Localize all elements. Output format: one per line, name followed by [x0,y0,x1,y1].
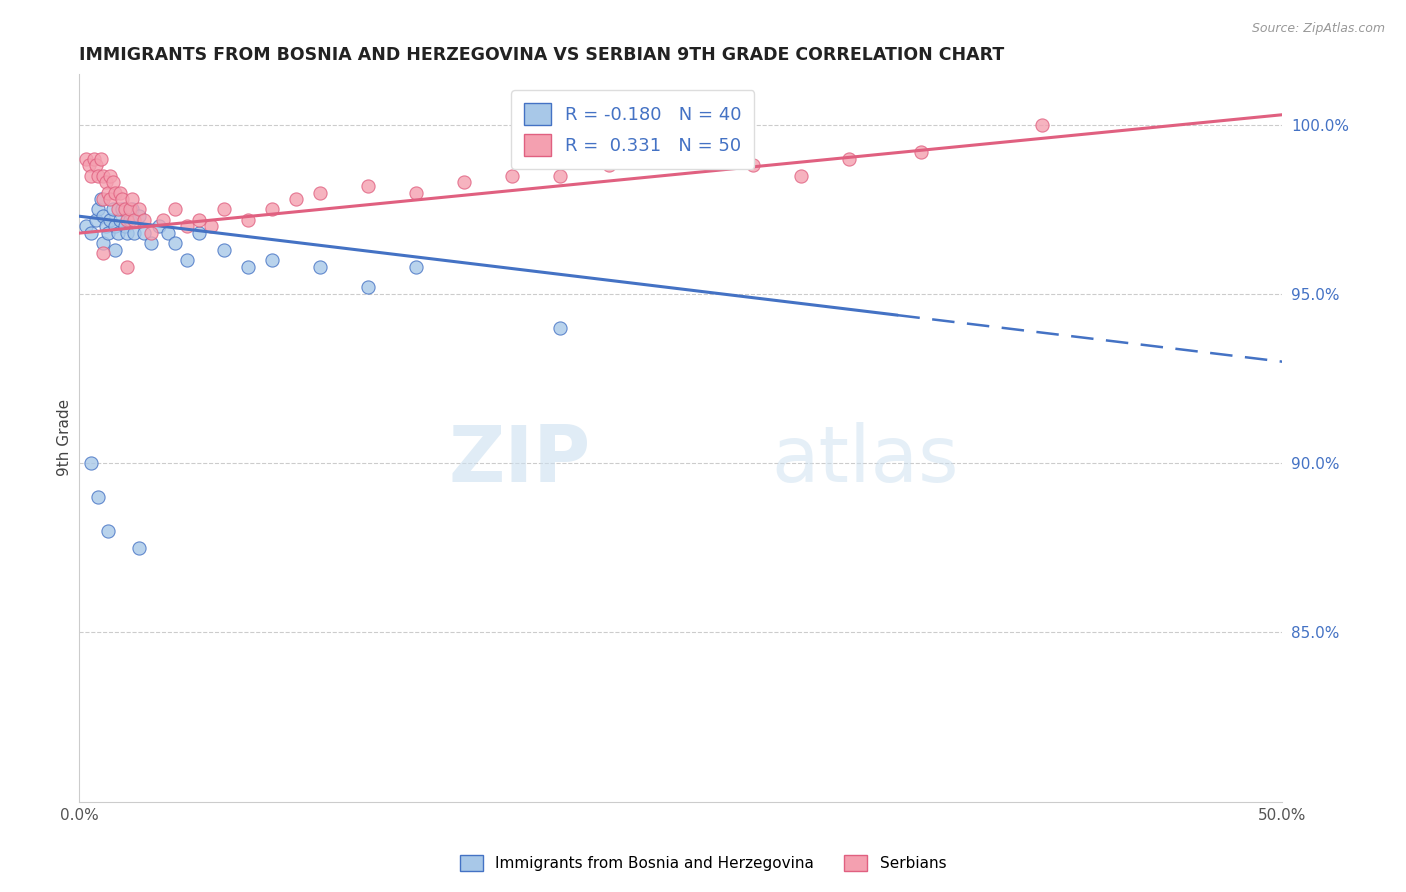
Point [91,169,114,183]
Point [453,175,475,189]
Point [176,219,198,234]
Point [97,186,120,200]
Point [165,236,187,251]
Point [114,202,136,217]
Point [132,212,155,227]
Point [212,243,235,257]
Point [104,243,127,257]
Point [200,219,222,234]
Point [405,186,427,200]
Point [550,169,572,183]
Point [94,175,117,189]
Point [83,152,105,166]
Point [405,260,427,274]
Point [188,212,211,227]
Point [357,280,380,294]
Point [90,152,112,166]
Point [100,212,122,227]
Point [357,178,380,193]
Point [87,202,110,217]
Point [669,152,692,166]
Point [80,169,103,183]
Point [260,253,283,268]
Point [236,260,259,274]
Point [80,226,103,240]
Point [260,202,283,217]
Point [157,226,180,240]
Point [117,260,139,274]
Point [117,212,139,227]
Point [108,212,131,227]
Point [121,202,143,217]
Text: Source: ZipAtlas.com: Source: ZipAtlas.com [1251,22,1385,36]
Point [124,226,146,240]
Point [114,219,136,234]
Point [91,209,114,223]
Point [308,260,330,274]
Point [108,186,131,200]
Point [111,192,134,206]
Point [117,226,139,240]
Point [87,490,110,504]
Point [790,169,813,183]
Point [100,192,122,206]
Point [141,236,163,251]
Point [91,236,114,251]
Point [128,541,150,555]
Point [148,219,170,234]
Point [91,246,114,260]
Point [165,202,187,217]
Text: ZIP: ZIP [449,422,591,498]
Point [236,212,259,227]
Point [501,169,523,183]
Legend: Immigrants from Bosnia and Herzegovina, Serbians: Immigrants from Bosnia and Herzegovina, … [454,849,952,877]
Point [284,192,307,206]
Point [101,202,124,217]
Point [84,158,107,172]
Point [132,226,155,240]
Point [118,212,141,227]
Text: atlas: atlas [770,422,959,498]
Point [1031,118,1053,132]
Point [910,145,932,159]
Point [80,456,103,470]
Point [75,152,97,166]
Point [100,169,122,183]
Point [107,202,129,217]
Point [111,202,134,217]
Point [176,253,198,268]
Point [550,321,572,335]
Point [87,169,110,183]
Point [598,158,620,172]
Point [152,212,174,227]
Point [128,209,150,223]
Point [118,202,141,217]
Point [838,152,860,166]
Point [101,175,124,189]
Point [75,219,97,234]
Point [212,202,235,217]
Point [97,524,120,538]
Point [742,158,765,172]
Point [84,212,107,227]
Point [90,192,112,206]
Point [104,186,127,200]
Point [94,219,117,234]
Point [104,219,127,234]
Point [124,212,146,227]
Point [128,202,150,217]
Point [308,186,330,200]
Point [97,226,120,240]
Point [188,226,211,240]
Point [91,192,114,206]
Point [77,158,100,172]
Point [121,192,143,206]
Point [107,226,129,240]
Point [141,226,163,240]
Legend: R = -0.180   N = 40, R =  0.331   N = 50: R = -0.180 N = 40, R = 0.331 N = 50 [510,90,755,169]
Y-axis label: 9th Grade: 9th Grade [58,400,72,476]
Text: IMMIGRANTS FROM BOSNIA AND HERZEGOVINA VS SERBIAN 9TH GRADE CORRELATION CHART: IMMIGRANTS FROM BOSNIA AND HERZEGOVINA V… [79,46,1004,64]
